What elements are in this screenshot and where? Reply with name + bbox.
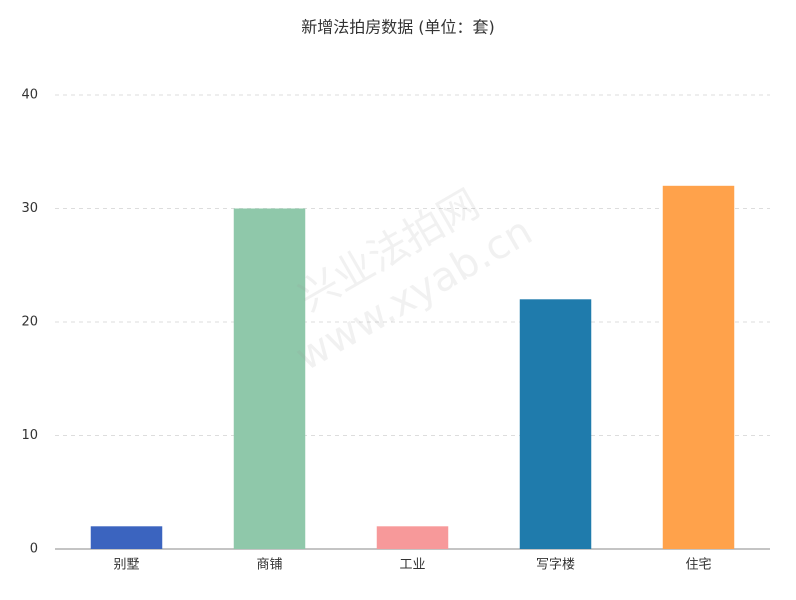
bar	[519, 299, 592, 549]
bar	[662, 185, 735, 550]
x-tick-label: 工业	[399, 558, 425, 573]
y-tick-label: 40	[21, 88, 38, 103]
y-tick-label: 10	[21, 428, 38, 443]
x-tick-label: 写字楼	[536, 558, 575, 573]
bar	[233, 208, 306, 549]
y-tick-label: 0	[30, 542, 38, 557]
bar	[376, 526, 449, 549]
y-tick-label: 20	[21, 315, 38, 330]
bar	[90, 526, 163, 549]
x-tick-label: 商铺	[256, 558, 282, 573]
x-tick-label: 别墅	[113, 558, 139, 573]
x-tick-label: 住宅	[685, 558, 711, 573]
y-tick-label: 30	[21, 201, 38, 216]
chart-title: 新增法拍房数据 (单位：套)	[301, 18, 495, 37]
